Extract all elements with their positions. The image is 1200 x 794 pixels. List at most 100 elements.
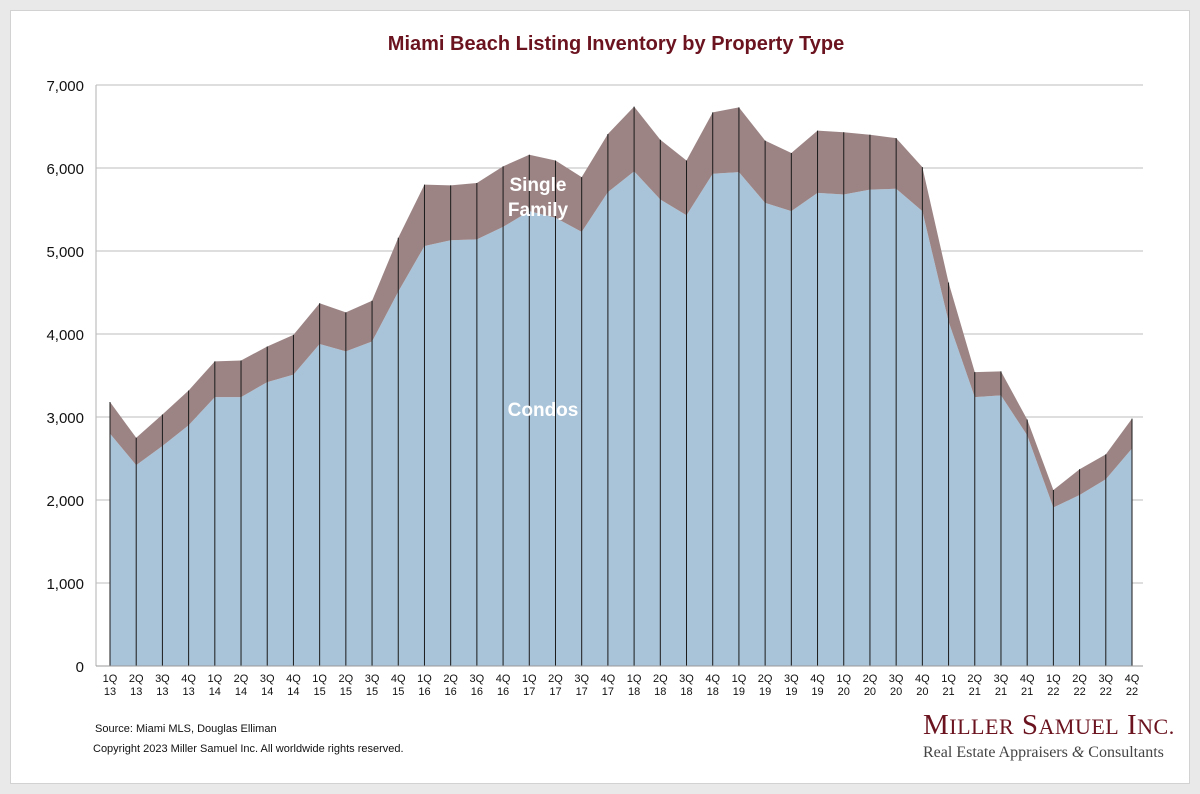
chart-title: Miami Beach Listing Inventory by Propert… <box>387 33 845 55</box>
x-tick-quarter: 3Q <box>260 673 275 685</box>
x-tick-year: 15 <box>392 686 404 698</box>
x-tick-quarter: 2Q <box>234 673 249 685</box>
x-tick-year: 19 <box>785 686 797 698</box>
x-tick-year: 17 <box>576 686 588 698</box>
logo-name: MILLER SAMUEL INC. <box>923 709 1175 741</box>
annotation-condos: Condos <box>508 400 579 421</box>
x-tick-year: 18 <box>680 686 692 698</box>
x-tick-quarter: 3Q <box>1098 673 1113 685</box>
x-tick-year: 15 <box>314 686 326 698</box>
x-tick-quarter: 4Q <box>810 673 825 685</box>
x-tick-year: 20 <box>890 686 902 698</box>
x-tick-year: 14 <box>209 686 221 698</box>
x-tick-quarter: 3Q <box>155 673 170 685</box>
x-tick-year: 14 <box>261 686 273 698</box>
x-tick-quarter: 1Q <box>836 673 851 685</box>
x-tick-year: 18 <box>654 686 666 698</box>
annotation-single: Single <box>509 175 566 196</box>
area-condos <box>110 171 1132 666</box>
x-tick-quarter: 3Q <box>784 673 799 685</box>
y-tick-label: 3,000 <box>46 410 84 427</box>
x-tick-year: 16 <box>445 686 457 698</box>
x-tick-year: 20 <box>916 686 928 698</box>
x-tick-year: 20 <box>838 686 850 698</box>
x-tick-year: 14 <box>235 686 247 698</box>
y-tick-label: 0 <box>76 659 84 676</box>
x-tick-year: 15 <box>366 686 378 698</box>
tagline-pre: Real Estate Appraisers <box>923 744 1068 761</box>
x-tick-year: 21 <box>942 686 954 698</box>
x-tick-year: 17 <box>602 686 614 698</box>
x-tick-quarter: 4Q <box>915 673 930 685</box>
x-tick-quarter: 2Q <box>653 673 668 685</box>
x-tick-quarter: 4Q <box>601 673 616 685</box>
x-tick-quarter: 4Q <box>181 673 196 685</box>
x-tick-quarter: 2Q <box>758 673 773 685</box>
x-tick-quarter: 3Q <box>679 673 694 685</box>
x-tick-quarter: 2Q <box>863 673 878 685</box>
x-tick-quarter: 2Q <box>548 673 563 685</box>
x-tick-year: 19 <box>733 686 745 698</box>
annotation-family: Family <box>508 200 569 221</box>
y-tick-label: 2,000 <box>46 493 84 510</box>
x-tick-quarter: 2Q <box>443 673 458 685</box>
x-tick-quarter: 3Q <box>365 673 380 685</box>
x-tick-year: 22 <box>1100 686 1112 698</box>
x-tick-quarter: 4Q <box>391 673 406 685</box>
x-tick-quarter: 1Q <box>207 673 222 685</box>
x-tick-year: 13 <box>130 686 142 698</box>
x-tick-quarter: 1Q <box>732 673 747 685</box>
x-tick-year: 14 <box>287 686 299 698</box>
x-tick-year: 21 <box>969 686 981 698</box>
x-tick-quarter: 4Q <box>705 673 720 685</box>
x-tick-year: 16 <box>471 686 483 698</box>
x-tick-quarter: 2Q <box>967 673 982 685</box>
x-tick-year: 22 <box>1047 686 1059 698</box>
x-tick-year: 18 <box>628 686 640 698</box>
y-tick-label: 5,000 <box>46 244 84 261</box>
x-tick-quarter: 2Q <box>129 673 144 685</box>
x-tick-year: 17 <box>549 686 561 698</box>
x-tick-year: 13 <box>182 686 194 698</box>
x-tick-year: 21 <box>1021 686 1033 698</box>
x-tick-quarter: 1Q <box>627 673 642 685</box>
x-tick-year: 19 <box>759 686 771 698</box>
x-tick-quarter: 4Q <box>286 673 301 685</box>
x-tick-year: 20 <box>864 686 876 698</box>
x-tick-year: 18 <box>707 686 719 698</box>
x-tick-year: 13 <box>104 686 116 698</box>
tagline-amp: & <box>1071 744 1085 761</box>
x-tick-year: 17 <box>523 686 535 698</box>
y-tick-label: 6,000 <box>46 161 84 178</box>
x-tick-quarter: 1Q <box>522 673 537 685</box>
x-tick-quarter: 3Q <box>574 673 589 685</box>
x-tick-quarter: 1Q <box>1046 673 1061 685</box>
x-tick-year: 16 <box>418 686 430 698</box>
x-tick-year: 19 <box>811 686 823 698</box>
x-tick-quarter: 4Q <box>1125 673 1140 685</box>
x-tick-quarter: 1Q <box>103 673 118 685</box>
x-tick-year: 22 <box>1073 686 1085 698</box>
x-tick-quarter: 3Q <box>470 673 485 685</box>
x-tick-quarter: 2Q <box>1072 673 1087 685</box>
company-tagline: Real Estate Appraisers & Consultants <box>923 744 1164 762</box>
y-tick-label: 7,000 <box>46 78 84 95</box>
x-tick-quarter: 3Q <box>889 673 904 685</box>
y-tick-label: 1,000 <box>46 576 84 593</box>
x-tick-quarter: 1Q <box>941 673 956 685</box>
company-logo: MILLER SAMUEL INC. <box>923 709 1175 742</box>
tagline-post: Consultants <box>1088 744 1164 761</box>
x-tick-quarter: 1Q <box>417 673 432 685</box>
x-tick-year: 21 <box>995 686 1007 698</box>
source-note: Source: Miami MLS, Douglas Elliman <box>95 723 277 735</box>
x-tick-year: 13 <box>156 686 168 698</box>
x-tick-year: 15 <box>340 686 352 698</box>
x-tick-year: 16 <box>497 686 509 698</box>
y-tick-label: 4,000 <box>46 327 84 344</box>
x-tick-quarter: 3Q <box>994 673 1009 685</box>
x-tick-year: 22 <box>1126 686 1138 698</box>
x-tick-quarter: 1Q <box>312 673 327 685</box>
x-tick-quarter: 2Q <box>339 673 354 685</box>
x-tick-quarter: 4Q <box>1020 673 1035 685</box>
